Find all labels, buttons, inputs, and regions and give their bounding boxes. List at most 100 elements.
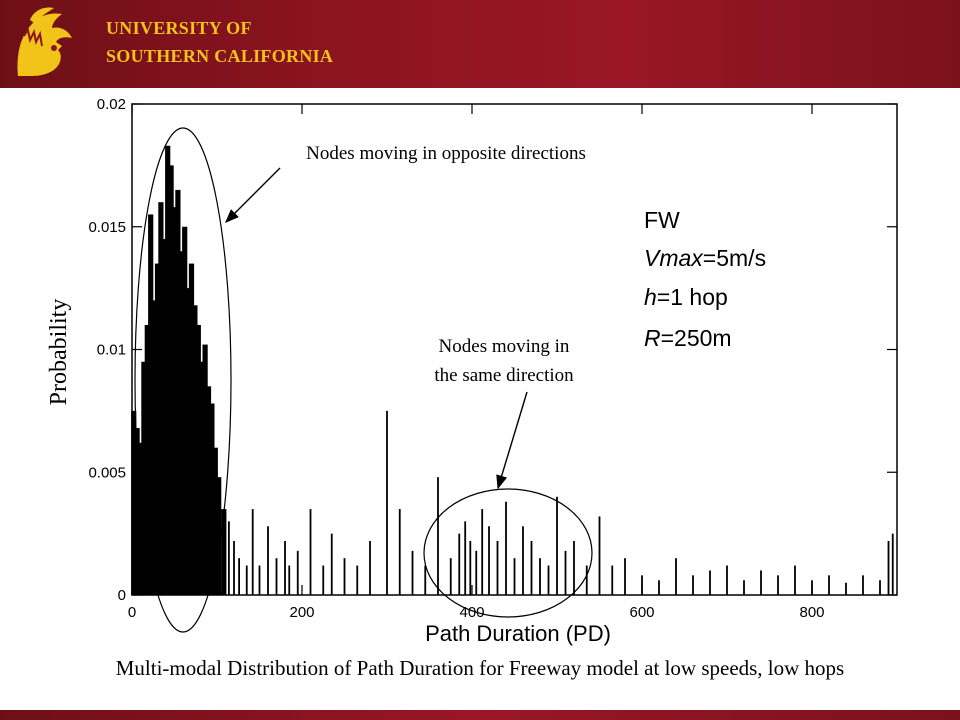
histogram-bar xyxy=(221,509,227,595)
histogram-bar xyxy=(449,558,452,595)
histogram-bar xyxy=(148,214,154,595)
header-bar: UNIVERSITY OF SOUTHERN CALIFORNIA xyxy=(0,0,960,88)
histogram-bar xyxy=(322,565,325,595)
histogram-bar xyxy=(141,361,147,595)
same-direction-ellipse xyxy=(423,488,593,618)
histogram-bar xyxy=(887,540,890,595)
histogram-bar xyxy=(275,558,278,595)
histogram-bar xyxy=(245,565,248,595)
histogram-bar xyxy=(386,410,388,596)
histogram-bar xyxy=(828,575,830,595)
histogram-bar xyxy=(185,288,191,596)
y-tick-label: 0.015 xyxy=(88,219,126,236)
model-label: FW xyxy=(644,207,680,233)
x-tick-label: 800 xyxy=(799,604,824,621)
histogram-bar xyxy=(134,428,140,595)
histogram-bar xyxy=(496,540,499,595)
histogram-bar xyxy=(171,207,178,596)
histogram-bar xyxy=(233,540,235,595)
y-axis-label: Probability xyxy=(46,299,72,406)
histogram-bar xyxy=(228,521,230,595)
h-var: h xyxy=(644,284,657,310)
histogram-bar xyxy=(475,550,478,595)
histogram-bar xyxy=(267,526,269,595)
histogram-bar xyxy=(178,251,184,596)
histogram-bar xyxy=(530,540,533,595)
histogram-bar xyxy=(585,565,588,595)
histogram-bar xyxy=(330,533,333,596)
h-value: =1 hop xyxy=(657,284,728,310)
histogram-bar xyxy=(165,145,171,596)
histogram-bar xyxy=(469,540,472,595)
histogram-bar xyxy=(777,575,779,595)
histogram-bar xyxy=(709,570,711,595)
opposite-direction-arrow xyxy=(225,167,281,223)
histogram-bar xyxy=(488,526,490,595)
histogram-bar xyxy=(539,558,541,595)
histogram-bar xyxy=(199,361,205,595)
histogram-bar xyxy=(209,403,215,595)
x-tick-label: 0 xyxy=(128,604,136,621)
histogram-bar xyxy=(760,570,762,595)
histogram-bar xyxy=(356,565,359,595)
histogram-bar xyxy=(505,501,507,595)
vmax-value: =5m/s xyxy=(703,245,766,271)
histogram-bar xyxy=(556,496,558,595)
opposite-direction-label: Nodes moving in opposite directions xyxy=(306,143,586,164)
university-line-2: SOUTHERN CALIFORNIA xyxy=(106,46,334,66)
histogram-bar xyxy=(845,582,847,595)
histogram-bar xyxy=(309,509,312,595)
r-value: =250m xyxy=(661,325,732,351)
trojan-head-icon xyxy=(17,7,72,76)
histogram-bar xyxy=(624,558,626,595)
histogram-bar xyxy=(437,477,439,595)
same-direction-label-line2: the same direction xyxy=(434,365,574,386)
histogram-bar xyxy=(154,263,161,595)
histogram-bar xyxy=(258,565,261,595)
histogram-bar xyxy=(598,516,601,595)
histogram-bar xyxy=(811,580,813,595)
histogram-bar xyxy=(188,263,195,595)
histogram-bar xyxy=(131,410,137,596)
histogram-bar xyxy=(641,575,643,595)
histogram-bar xyxy=(296,550,299,595)
histogram-bar xyxy=(161,239,167,595)
y-tick-label: 0 xyxy=(118,587,126,604)
histogram-bar xyxy=(284,540,286,595)
histogram-bar xyxy=(195,324,201,595)
histogram-bar xyxy=(611,565,614,595)
x-tick-label: 400 xyxy=(459,604,484,621)
histogram-bar xyxy=(216,477,222,595)
same-direction-arrow xyxy=(496,391,528,490)
histogram-bar xyxy=(522,526,524,595)
r-var: R xyxy=(644,325,661,351)
histogram-bar xyxy=(743,580,745,595)
footer-bar xyxy=(0,710,960,720)
histogram-bar xyxy=(862,575,864,595)
histogram-bar xyxy=(175,189,181,596)
histogram-bar xyxy=(726,565,728,595)
histogram-bar xyxy=(251,509,254,595)
histogram-bar xyxy=(144,324,150,595)
y-tick-label: 0.005 xyxy=(88,464,126,481)
histogram-bar xyxy=(168,165,174,595)
vmax-var: Vmax xyxy=(644,245,704,271)
hops-param: h=1 hop xyxy=(644,284,728,310)
x-axis-label: Path Duration (PD) xyxy=(425,621,611,646)
histogram-bar xyxy=(481,509,484,595)
histogram-bar xyxy=(675,558,677,595)
histogram-bar xyxy=(564,550,567,595)
histogram-bar xyxy=(288,565,291,595)
same-direction-label-line1: Nodes moving in xyxy=(439,336,570,357)
histogram-bar xyxy=(513,558,516,595)
opposite-direction-ellipse xyxy=(134,127,232,633)
histogram-bar xyxy=(182,226,188,595)
x-tick-label: 200 xyxy=(289,604,314,621)
histogram-bar xyxy=(158,202,164,595)
histogram-bar xyxy=(238,558,240,595)
histogram-bar xyxy=(343,558,346,595)
histogram-bar xyxy=(891,533,894,596)
histogram-bar xyxy=(202,344,208,595)
histogram-bar xyxy=(573,540,575,595)
histogram-bar xyxy=(794,565,796,595)
